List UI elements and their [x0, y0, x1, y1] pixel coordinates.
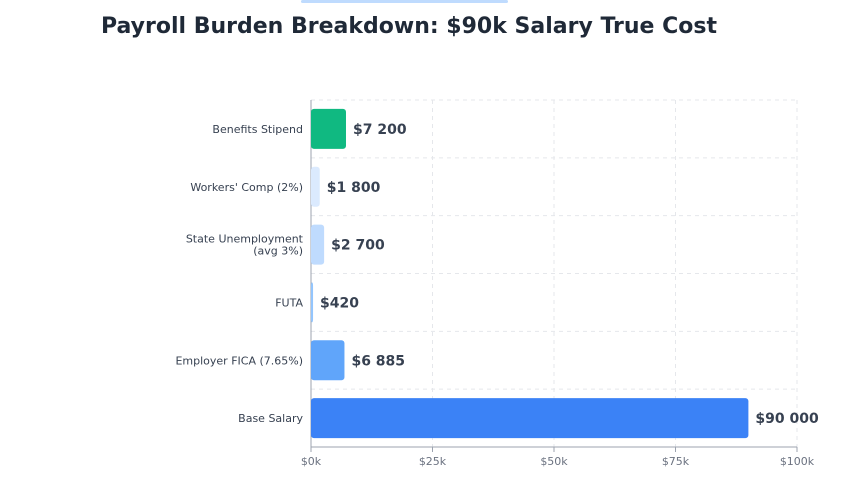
bar-value-label: $2 700 — [331, 238, 385, 254]
bar-value-label: $420 — [320, 295, 359, 311]
x-tick-label: $50k — [540, 455, 568, 468]
bar-value-label: $6 885 — [351, 353, 405, 369]
value-labels: $90 000 $6 885 $420 $2 700 $1 800 $7 200 — [320, 122, 819, 427]
category-label-line: Workers' Comp (2%) — [190, 181, 303, 194]
bar — [311, 224, 325, 265]
bar-value-label: $90 000 — [755, 411, 819, 427]
x-tick-label: $25k — [419, 455, 447, 468]
bar-value-label: $1 800 — [327, 180, 381, 196]
category-label: FUTA — [275, 296, 303, 309]
category-label-line: FUTA — [275, 296, 303, 309]
bar-value-label: $7 200 — [353, 122, 407, 138]
title-accent-bar — [301, 0, 508, 3]
category-label: Benefits Stipend — [212, 123, 303, 136]
bar — [311, 398, 749, 439]
bar — [311, 282, 314, 323]
x-tick-label: $100k — [780, 455, 815, 468]
category-label-line: Base Salary — [238, 412, 303, 425]
x-ticks: $0k $25k $50k $75k $100k — [301, 447, 815, 468]
category-label-line: State Unemployment — [186, 233, 304, 246]
bar — [311, 108, 346, 149]
bars — [311, 108, 749, 439]
category-label: Base Salary — [238, 412, 303, 425]
chart-title: Payroll Burden Breakdown: $90k Salary Tr… — [100, 14, 718, 39]
category-label: Employer FICA (7.65%) — [175, 354, 303, 367]
x-tick-label: $75k — [662, 455, 690, 468]
category-label: State Unemployment (avg 3%) — [186, 233, 304, 258]
category-label-line: Employer FICA (7.65%) — [175, 354, 303, 367]
category-label-line: Benefits Stipend — [212, 123, 303, 136]
bar — [311, 340, 345, 381]
category-label: Workers' Comp (2%) — [190, 181, 303, 194]
category-labels: Base Salary Employer FICA (7.65%) FUTA Stat… — [175, 123, 303, 425]
bar — [311, 166, 320, 207]
category-label-line: (avg 3%) — [253, 245, 303, 258]
x-tick-label: $0k — [301, 455, 322, 468]
grid-lines — [311, 99, 798, 447]
